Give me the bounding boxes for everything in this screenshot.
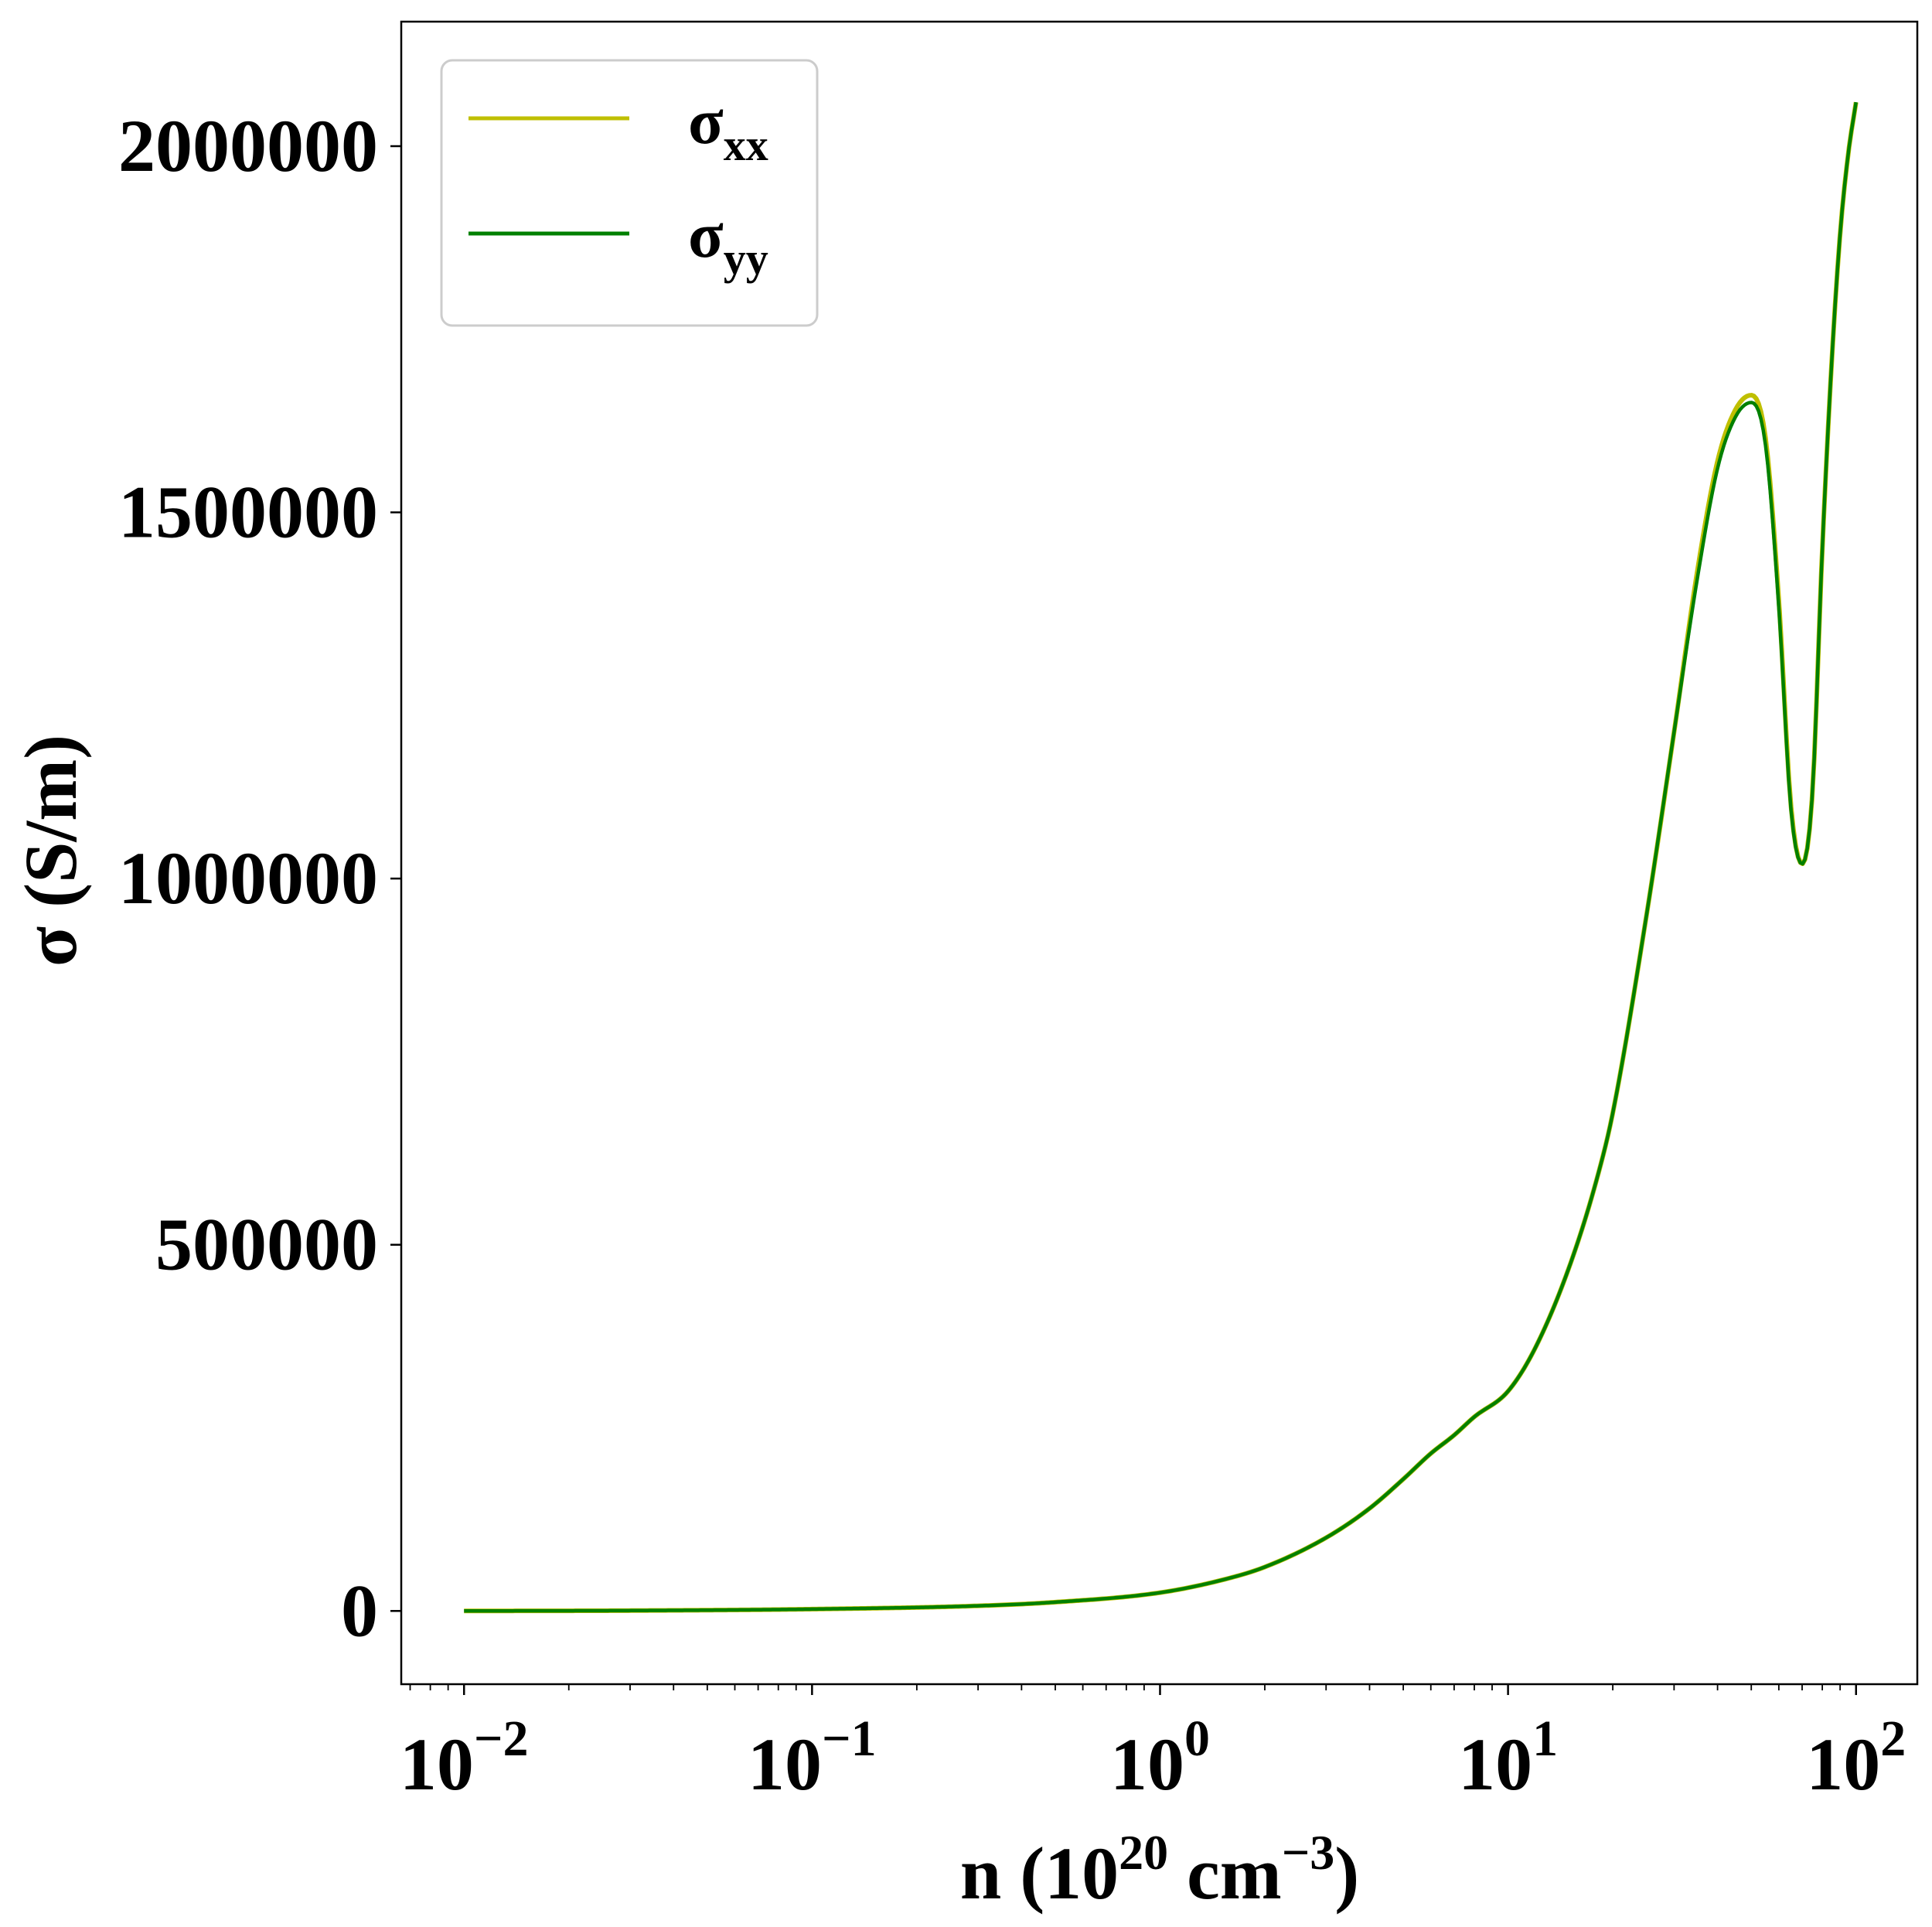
y-tick-label: 1500000 bbox=[118, 471, 378, 554]
y-axis-label: σ (S/m) bbox=[9, 735, 92, 967]
x-axis-label: n (1020 cm−3) bbox=[960, 1825, 1359, 1915]
y-axis-ticks: 0 500000 1000000 1500000 2000000 bbox=[118, 104, 401, 1652]
series-line-sigma-yy bbox=[464, 101, 1858, 1613]
series-layer bbox=[464, 101, 1859, 1614]
y-tick-label: 0 bbox=[341, 1569, 378, 1652]
x-tick-label: 10−1 bbox=[748, 1710, 877, 1806]
x-axis-ticks: 10−2 10−1 100 101 102 bbox=[400, 1684, 1906, 1806]
legend-frame bbox=[440, 59, 819, 327]
x-axis-minor-ticks bbox=[409, 1684, 1842, 1690]
x-tick-label: 102 bbox=[1806, 1710, 1906, 1806]
legend-label-sigma-xx: σxx bbox=[688, 86, 768, 170]
x-tick-label: 100 bbox=[1110, 1710, 1210, 1806]
series-line-sigma-xx bbox=[464, 101, 1859, 1614]
legend-label-sigma-yy: σyy bbox=[688, 200, 768, 284]
x-tick-label: 101 bbox=[1458, 1710, 1558, 1806]
y-tick-label: 1000000 bbox=[118, 837, 378, 919]
y-tick-label: 2000000 bbox=[118, 104, 378, 187]
x-tick-label: 10−2 bbox=[400, 1710, 529, 1806]
legend: σxx σyy bbox=[440, 59, 819, 327]
y-tick-label: 500000 bbox=[155, 1203, 378, 1286]
